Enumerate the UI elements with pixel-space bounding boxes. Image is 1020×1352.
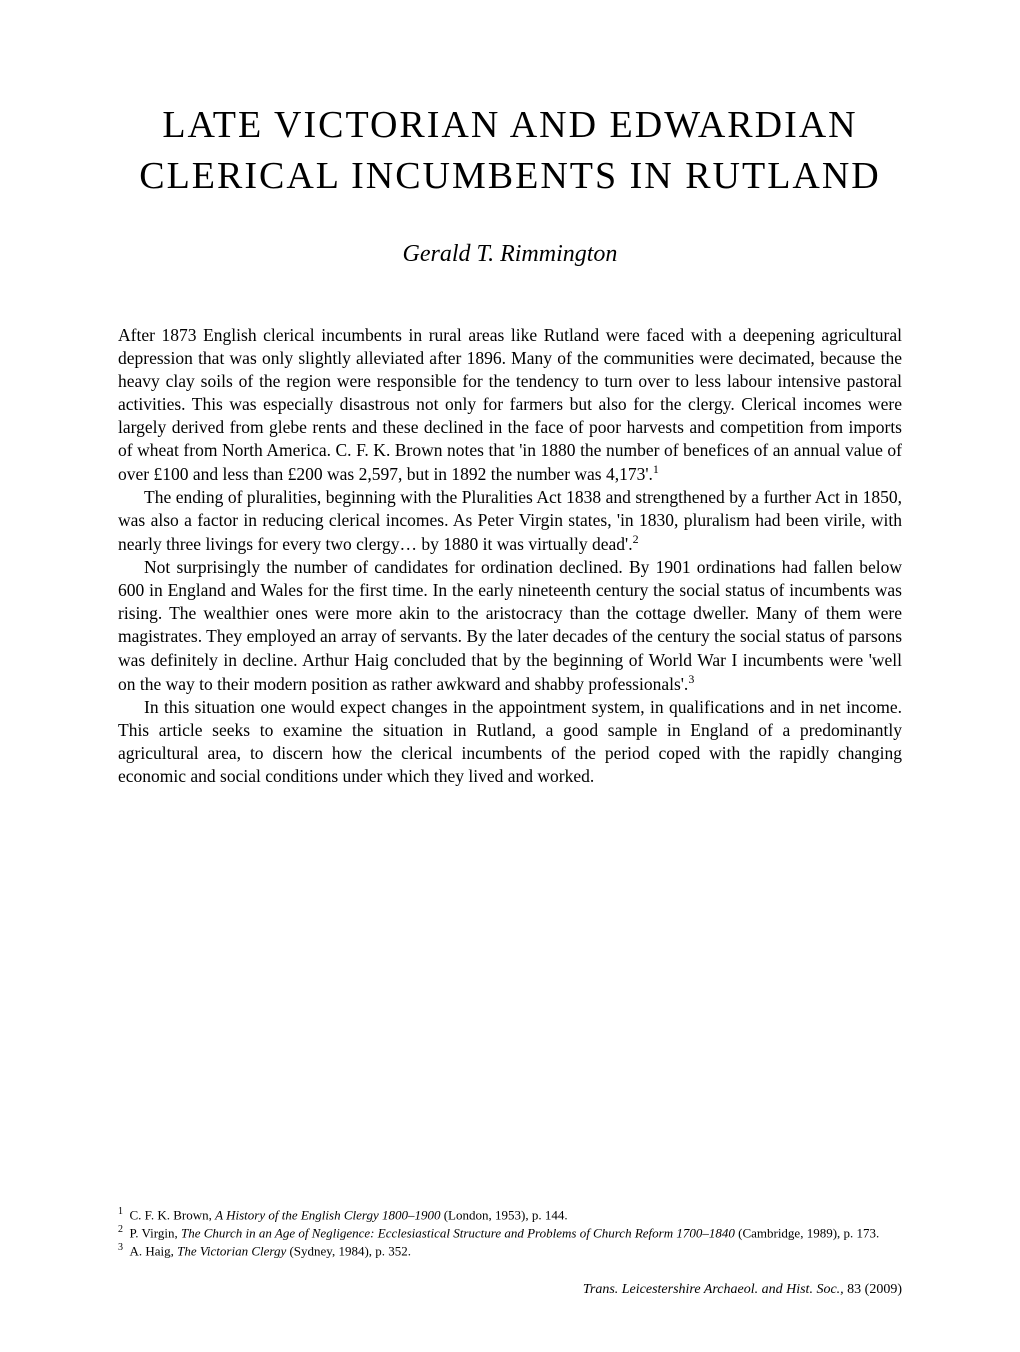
- paragraph-3: Not surprisingly the number of candidate…: [118, 556, 902, 695]
- paragraph-2-text: The ending of pluralities, beginning wit…: [118, 487, 902, 554]
- footnote-3-title: The Victorian Clergy: [177, 1243, 286, 1258]
- footnote-1-number: 1: [118, 1206, 123, 1217]
- footnote-3-text-a: A. Haig,: [130, 1243, 178, 1258]
- footnote-2-title: The Church in an Age of Negligence: Eccl…: [181, 1225, 735, 1240]
- footnote-1-title: A History of the English Clergy 1800–190…: [215, 1207, 440, 1222]
- journal-name: Trans. Leicestershire Archaeol. and Hist…: [583, 1282, 844, 1297]
- footnote-2-text-b: (Cambridge, 1989), p. 173.: [735, 1225, 879, 1240]
- footnote-2-number: 2: [118, 1224, 123, 1235]
- paragraph-2: The ending of pluralities, beginning wit…: [118, 486, 902, 556]
- footnote-3-number: 3: [118, 1242, 123, 1253]
- paragraph-4: In this situation one would expect chang…: [118, 696, 902, 788]
- footnote-ref-3: 3: [688, 672, 694, 686]
- article-body: After 1873 English clerical incumbents i…: [118, 324, 902, 788]
- article-author: Gerald T. Rimmington: [118, 241, 902, 268]
- footnotes-section: 1 C. F. K. Brown, A History of the Engli…: [118, 1206, 902, 1260]
- footnote-1-text-b: (London, 1953), p. 144.: [440, 1207, 567, 1222]
- journal-volume: 83 (2009): [844, 1282, 902, 1297]
- journal-reference: Trans. Leicestershire Archaeol. and Hist…: [583, 1282, 902, 1298]
- paragraph-3-text: Not surprisingly the number of candidate…: [118, 557, 902, 693]
- footnote-ref-1: 1: [653, 462, 659, 476]
- paragraph-1: After 1873 English clerical incumbents i…: [118, 324, 902, 486]
- footnote-3-text-b: (Sydney, 1984), p. 352.: [286, 1243, 411, 1258]
- article-title: LATE VICTORIAN AND EDWARDIAN CLERICAL IN…: [118, 100, 902, 203]
- footnote-ref-2: 2: [633, 532, 639, 546]
- paragraph-1-text: After 1873 English clerical incumbents i…: [118, 325, 902, 484]
- footnote-3: 3 A. Haig, The Victorian Clergy (Sydney,…: [118, 1242, 902, 1260]
- footnote-1-text-a: C. F. K. Brown,: [130, 1207, 216, 1222]
- footnote-2: 2 P. Virgin, The Church in an Age of Neg…: [118, 1224, 902, 1242]
- footnote-2-text-a: P. Virgin,: [130, 1225, 181, 1240]
- footnote-1: 1 C. F. K. Brown, A History of the Engli…: [118, 1206, 902, 1224]
